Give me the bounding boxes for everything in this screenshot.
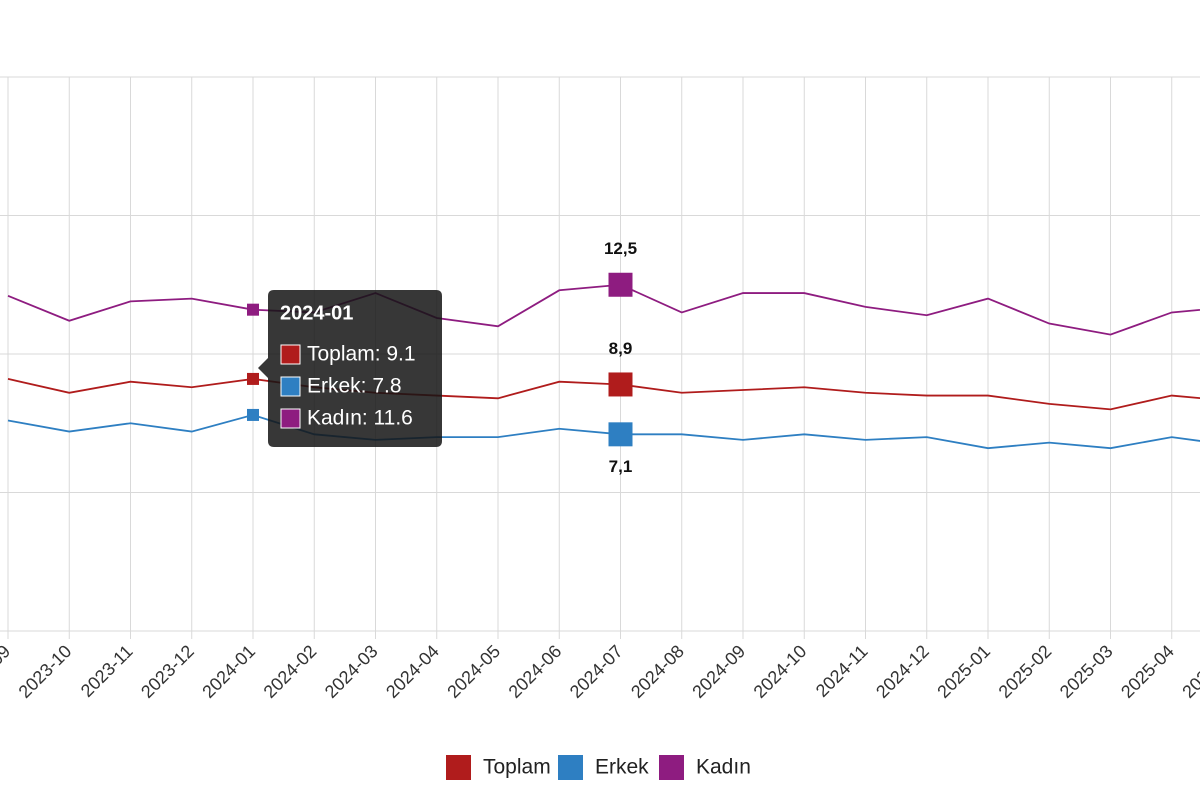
x-tick-label: 2023-10 — [15, 641, 76, 702]
x-tick-label: 2025-04 — [1117, 641, 1178, 702]
x-tick-label: 2024-07 — [566, 641, 627, 702]
series-line — [7, 378, 1200, 411]
tooltip: 2024-01 Toplam: 9.1 Erkek: 7.8 Kadın: 11.6 — [258, 290, 442, 447]
x-tick-label: 2025-01 — [933, 641, 994, 702]
tooltip-line: Kadın: 11.6 — [307, 407, 413, 430]
x-tick-label: 2024-04 — [382, 641, 443, 702]
data-label: 12,5 — [604, 239, 637, 258]
highlight-marker — [608, 272, 633, 297]
x-tick-label: 2024-02 — [260, 641, 321, 702]
x-tick-label: 2024-01 — [198, 641, 259, 702]
x-tick-label: 2024-11 — [812, 641, 872, 701]
tooltip-box — [258, 290, 442, 447]
tooltip-swatch — [280, 344, 301, 365]
x-tick-label: 2023-12 — [137, 641, 198, 702]
legend-swatch — [558, 755, 583, 780]
legend-label: Erkek — [595, 756, 649, 779]
tooltip-title: 2024-01 — [280, 302, 353, 324]
tooltip-swatch — [280, 408, 301, 429]
legend-label: Kadın — [696, 756, 751, 779]
x-tick-label: 2024-03 — [321, 641, 382, 702]
hover-marker — [247, 372, 259, 385]
tooltip-swatch — [280, 376, 301, 397]
x-tick-label: 2025-05 — [1178, 641, 1200, 702]
data-label: 7,1 — [609, 457, 633, 476]
tooltip-line: Erkek: 7.8 — [307, 375, 402, 398]
legend-swatch — [446, 755, 471, 780]
legend-swatch — [659, 755, 684, 780]
series-line — [7, 283, 1200, 336]
series-line — [7, 414, 1200, 450]
highlight-marker — [608, 372, 633, 397]
x-tick-label: 2024-05 — [443, 641, 504, 702]
x-tick-label: 2024-10 — [750, 641, 811, 702]
legend: Toplam Erkek Kadın — [446, 755, 751, 780]
x-tick-label: 2023-09 — [0, 641, 14, 702]
highlight-marker — [608, 422, 633, 447]
hover-marker — [247, 408, 259, 421]
x-tick-label: 2023-11 — [77, 641, 137, 701]
legend-label: Toplam — [483, 756, 551, 779]
x-tick-label: 2025-03 — [1056, 641, 1117, 702]
hover-marker — [247, 303, 259, 316]
data-label: 8,9 — [609, 339, 633, 358]
x-tick-label: 2024-06 — [505, 641, 566, 702]
x-tick-label: 2024-12 — [872, 641, 933, 702]
x-tick-label: 2025-02 — [995, 641, 1056, 702]
x-tick-label: 2024-08 — [627, 641, 688, 702]
tooltip-line: Toplam: 9.1 — [307, 343, 416, 366]
x-tick-label: 2024-09 — [688, 641, 749, 702]
